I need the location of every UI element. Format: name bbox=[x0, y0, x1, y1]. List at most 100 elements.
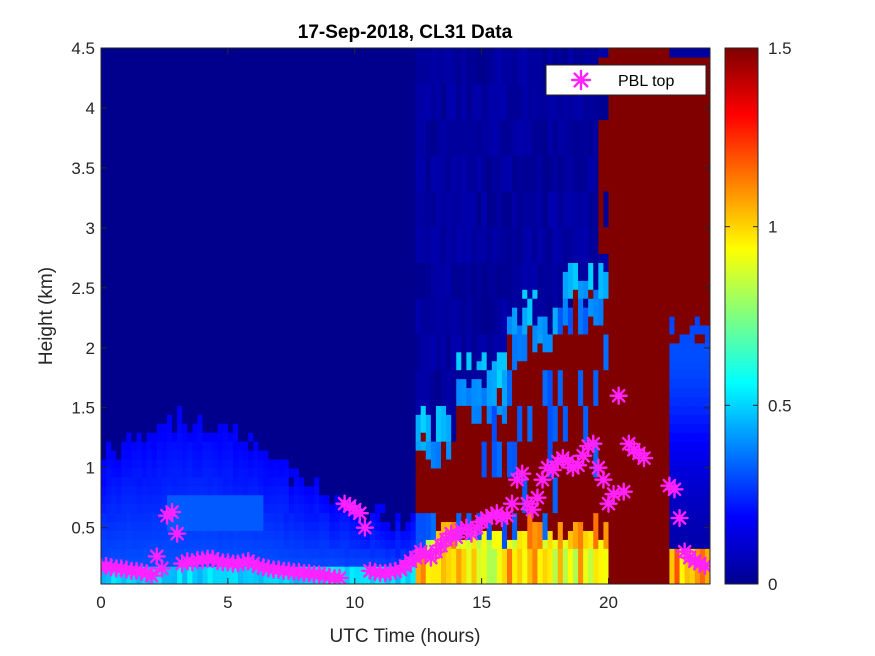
heatmap-cell bbox=[192, 119, 199, 129]
heatmap-cell bbox=[466, 450, 473, 460]
heatmap-cell bbox=[481, 351, 488, 362]
heatmap-cell bbox=[227, 244, 234, 255]
heatmap-cell bbox=[400, 262, 407, 272]
heatmap-cell bbox=[172, 369, 178, 380]
heatmap-cell bbox=[451, 65, 457, 76]
heatmap-cell bbox=[369, 351, 376, 362]
heatmap-cell bbox=[263, 262, 270, 272]
heatmap-cell bbox=[446, 485, 452, 496]
heatmap-cell bbox=[491, 557, 498, 567]
heatmap-cell bbox=[309, 137, 315, 147]
heatmap-cell bbox=[314, 324, 320, 335]
heatmap-cell bbox=[319, 182, 325, 192]
heatmap-cell bbox=[354, 450, 361, 460]
heatmap-cell bbox=[212, 92, 219, 103]
heatmap-cell bbox=[359, 378, 366, 389]
heatmap-cell bbox=[471, 458, 478, 469]
heatmap-cell bbox=[415, 512, 422, 523]
heatmap-cell bbox=[496, 83, 503, 94]
heatmap-cell bbox=[288, 494, 295, 505]
heatmap-cell bbox=[364, 432, 371, 442]
heatmap-cell bbox=[329, 458, 336, 469]
heatmap-cell bbox=[354, 280, 361, 290]
heatmap-cell bbox=[390, 128, 396, 138]
heatmap-cell bbox=[172, 128, 178, 138]
heatmap-cell bbox=[344, 244, 351, 255]
heatmap-cell bbox=[197, 369, 204, 380]
heatmap-cell bbox=[283, 244, 290, 255]
heatmap-cell bbox=[227, 378, 234, 389]
heatmap-cell bbox=[329, 512, 336, 523]
heatmap-cell bbox=[288, 164, 295, 174]
heatmap-cell bbox=[501, 414, 508, 424]
heatmap-cell bbox=[364, 48, 371, 58]
heatmap-cell bbox=[349, 414, 356, 424]
heatmap-cell bbox=[116, 521, 122, 531]
heatmap-cell bbox=[491, 307, 498, 317]
heatmap-cell bbox=[101, 432, 107, 442]
heatmap-cell bbox=[227, 548, 234, 558]
heatmap-cell bbox=[111, 414, 117, 424]
heatmap-cell bbox=[369, 387, 376, 397]
heatmap-cell bbox=[481, 235, 488, 246]
heatmap-cell bbox=[451, 226, 457, 237]
heatmap-cell bbox=[136, 557, 143, 567]
heatmap-cell bbox=[156, 467, 163, 478]
heatmap-cell bbox=[466, 48, 473, 58]
heatmap-cell bbox=[385, 182, 391, 192]
heatmap-cell bbox=[227, 575, 234, 584]
heatmap-cell bbox=[430, 369, 437, 380]
heatmap-cell bbox=[182, 476, 188, 487]
heatmap-cell bbox=[156, 521, 163, 531]
heatmap-cell bbox=[405, 199, 412, 210]
heatmap-cell bbox=[121, 557, 127, 567]
heatmap-cell bbox=[177, 360, 183, 371]
heatmap-cell bbox=[207, 566, 214, 576]
heatmap-cell bbox=[456, 137, 462, 147]
heatmap-cell bbox=[268, 342, 275, 353]
heatmap-cell bbox=[192, 539, 199, 549]
heatmap-cell bbox=[121, 316, 127, 326]
heatmap-cell bbox=[354, 458, 361, 469]
heatmap-cell bbox=[141, 342, 148, 353]
heatmap-cell bbox=[476, 208, 483, 219]
heatmap-cell bbox=[161, 182, 168, 192]
heatmap-cell bbox=[243, 396, 249, 406]
heatmap-cell bbox=[101, 235, 107, 246]
heatmap-cell bbox=[359, 575, 366, 584]
heatmap-cell bbox=[319, 280, 325, 290]
heatmap-cell bbox=[441, 74, 447, 85]
heatmap-cell bbox=[288, 378, 295, 389]
heatmap-cell bbox=[161, 467, 168, 478]
heatmap-cell bbox=[101, 146, 107, 156]
heatmap-cell bbox=[415, 199, 422, 210]
heatmap-cell bbox=[121, 548, 127, 558]
heatmap-cell bbox=[232, 423, 239, 433]
heatmap-cell bbox=[507, 74, 513, 85]
heatmap-cell bbox=[364, 280, 371, 290]
heatmap-cell bbox=[182, 146, 188, 156]
heatmap-cell bbox=[116, 396, 122, 406]
heatmap-cell bbox=[512, 405, 518, 415]
heatmap-cell bbox=[182, 235, 188, 246]
heatmap-cell bbox=[232, 289, 239, 299]
heatmap-cell bbox=[466, 190, 473, 201]
heatmap-cell bbox=[111, 208, 117, 219]
heatmap-cell bbox=[451, 494, 457, 505]
heatmap-cell bbox=[481, 450, 488, 460]
heatmap-cell bbox=[334, 253, 341, 263]
heatmap-cell bbox=[298, 342, 305, 353]
heatmap-cell bbox=[187, 485, 193, 496]
heatmap-cell bbox=[227, 217, 234, 228]
heatmap-cell bbox=[283, 128, 290, 138]
heatmap-cell bbox=[380, 458, 386, 469]
heatmap-cell bbox=[400, 387, 407, 397]
heatmap-cell bbox=[101, 521, 107, 531]
heatmap-cell bbox=[441, 155, 447, 165]
heatmap-cell bbox=[481, 164, 488, 174]
heatmap-cell bbox=[187, 405, 193, 415]
heatmap-cell bbox=[177, 467, 183, 478]
heatmap-cell bbox=[461, 253, 467, 263]
heatmap-cell bbox=[101, 110, 107, 121]
heatmap-cell bbox=[380, 101, 386, 112]
